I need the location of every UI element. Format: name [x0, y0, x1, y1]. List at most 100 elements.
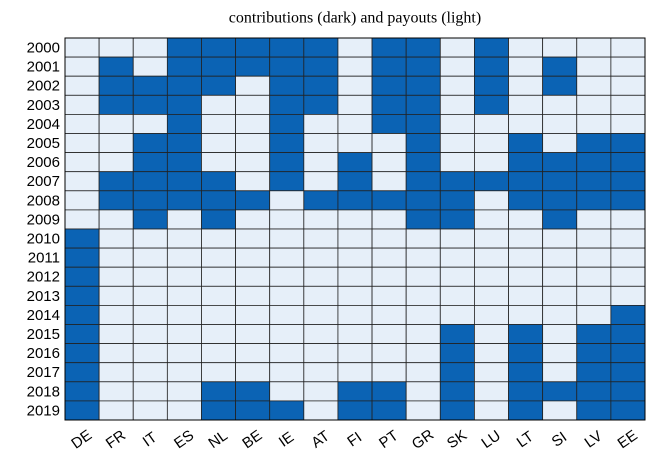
heatmap-cell	[337, 266, 373, 287]
heatmap-cell	[439, 343, 475, 364]
y-tick-label: 2002	[27, 78, 60, 95]
heatmap-cell	[508, 56, 544, 77]
heatmap-cell	[235, 133, 271, 154]
heatmap-cell	[474, 94, 509, 115]
heatmap-cell	[303, 400, 339, 421]
heatmap-cell	[64, 152, 100, 173]
heatmap-cell	[235, 381, 271, 402]
heatmap-cell	[405, 266, 441, 287]
heatmap-cell	[269, 324, 305, 345]
heatmap-cell	[201, 266, 236, 287]
x-tick-label: SI	[549, 429, 570, 451]
y-tick-label: 2013	[27, 288, 60, 305]
heatmap-cell	[64, 266, 100, 287]
heatmap-cell	[610, 324, 646, 345]
x-tick-label: FI	[344, 429, 365, 451]
heatmap-cell	[166, 75, 202, 96]
heatmap-cell	[235, 114, 271, 134]
heatmap-cell	[610, 285, 646, 306]
heatmap-cell	[235, 304, 271, 325]
heatmap-cell	[542, 228, 578, 249]
heatmap-cell	[371, 400, 407, 421]
heatmap-cell	[98, 171, 134, 192]
heatmap-cell	[474, 324, 509, 345]
heatmap-cell	[337, 285, 373, 306]
heatmap-cell	[98, 152, 134, 173]
heatmap-cell	[576, 285, 612, 306]
heatmap-cell	[508, 304, 544, 325]
heatmap-cell	[98, 94, 134, 115]
heatmap-cell	[132, 304, 168, 325]
heatmap-cell	[474, 362, 509, 383]
heatmap-cell	[64, 56, 100, 77]
heatmap-cell	[132, 266, 168, 287]
heatmap-cell	[201, 56, 236, 77]
heatmap-cell	[64, 37, 100, 58]
heatmap-cell	[64, 75, 100, 96]
heatmap-cell	[610, 266, 646, 287]
heatmap-cell	[303, 247, 339, 268]
heatmap-cell	[303, 209, 339, 230]
x-tick-label: IT	[140, 429, 161, 451]
heatmap-cell	[269, 56, 305, 77]
heatmap-cell	[269, 228, 305, 249]
heatmap-cell	[474, 114, 509, 134]
heatmap-cell	[542, 400, 578, 421]
heatmap-cell	[132, 37, 168, 58]
heatmap-cell	[337, 228, 373, 249]
heatmap-cell	[439, 285, 475, 306]
heatmap-cell	[201, 228, 236, 249]
heatmap-cell	[474, 171, 509, 192]
heatmap-cell	[132, 247, 168, 268]
y-tick-label: 2012	[27, 269, 60, 286]
heatmap-cell	[508, 133, 544, 154]
heatmap-cell	[269, 304, 305, 325]
heatmap-cell	[201, 171, 236, 192]
x-tick-label: PT	[376, 427, 401, 452]
heatmap-cell	[201, 304, 236, 325]
heatmap-cell	[405, 37, 441, 58]
heatmap-cell	[98, 190, 134, 211]
heatmap-cell	[542, 133, 578, 154]
heatmap-cell	[201, 362, 236, 383]
heatmap-cell	[576, 190, 612, 211]
heatmap-cell	[201, 381, 236, 402]
heatmap-cell	[610, 75, 646, 96]
heatmap-cell	[576, 324, 612, 345]
heatmap-cell	[439, 94, 475, 115]
heatmap-cell	[98, 324, 134, 345]
heatmap-cell	[98, 56, 134, 77]
heatmap-cell	[371, 209, 407, 230]
heatmap-cell	[132, 152, 168, 173]
heatmap-cell	[508, 190, 544, 211]
heatmap-cell	[439, 75, 475, 96]
heatmap-cell	[64, 381, 100, 402]
heatmap-cell	[98, 304, 134, 325]
heatmap-cell	[269, 362, 305, 383]
heatmap-cell	[610, 190, 646, 211]
x-tick-label: LV	[582, 428, 606, 452]
heatmap-cell	[303, 94, 339, 115]
heatmap-cell	[337, 133, 373, 154]
heatmap-cell	[303, 381, 339, 402]
heatmap-cell	[542, 324, 578, 345]
heatmap-cell	[576, 114, 612, 134]
heatmap-cell	[474, 152, 509, 173]
heatmap-cell	[405, 75, 441, 96]
heatmap-cell	[269, 114, 305, 134]
y-tick-label: 2004	[27, 116, 60, 133]
heatmap-cell	[405, 114, 441, 134]
heatmap-cell	[474, 209, 509, 230]
heatmap-cell	[269, 343, 305, 364]
heatmap-cell	[201, 209, 236, 230]
y-tick-label: 2014	[27, 307, 60, 324]
heatmap-cell	[576, 304, 612, 325]
heatmap-cell	[337, 75, 373, 96]
heatmap-cell	[474, 400, 509, 421]
heatmap-cell	[508, 152, 544, 173]
heatmap-cell	[132, 324, 168, 345]
heatmap-cell	[132, 94, 168, 115]
heatmap-cell	[235, 190, 271, 211]
heatmap-cell	[132, 75, 168, 96]
heatmap-cell	[371, 228, 407, 249]
